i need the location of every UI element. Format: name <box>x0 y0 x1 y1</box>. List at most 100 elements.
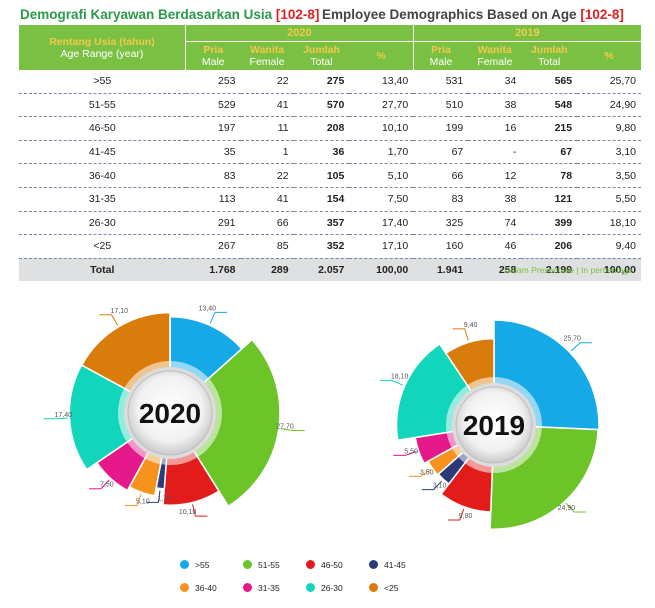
value-cell: 154 <box>293 187 350 212</box>
value-cell: 85 <box>240 234 294 259</box>
table-row: 46-50 197 11 208 10,10 199 16 215 9,80 <box>19 116 641 141</box>
value-cell: 67 <box>413 140 469 165</box>
data-label: 9,40 <box>464 322 478 329</box>
leader-line <box>447 508 465 521</box>
value-cell: 2.057 <box>293 258 350 282</box>
value-cell: 399 <box>521 211 578 236</box>
col-header-id: Jumlah <box>303 44 340 56</box>
age-range-cell: Total <box>19 258 186 282</box>
value-cell: 357 <box>293 211 350 236</box>
value-cell: 258 <box>468 258 522 282</box>
value-cell: 206 <box>521 234 578 259</box>
legend-label: 36-40 <box>195 583 217 593</box>
value-cell: 83 <box>185 163 241 188</box>
leader-line <box>209 311 228 324</box>
value-cell: 5,50 <box>577 187 641 212</box>
col-header-2020-1: Wanita Female <box>240 41 294 70</box>
age-range-cell: 26-30 <box>19 211 186 236</box>
value-cell: 25,70 <box>577 70 641 94</box>
data-label: 3,50 <box>420 469 434 476</box>
leader-line <box>452 328 469 341</box>
age-range-cell: 36-40 <box>19 163 186 188</box>
legend-swatch <box>369 583 378 592</box>
col-header-2019-0: Pria Male <box>413 41 469 70</box>
year-header-2019: 2019 <box>413 25 641 42</box>
data-label: 5,50 <box>404 448 418 455</box>
table-row: 41-45 35 1 36 1,70 67-67 3,10 <box>19 140 641 165</box>
age-range-header: Rentang Usia (tahun) Age Range (year) <box>19 25 186 70</box>
value-cell: 253 <box>185 70 241 94</box>
value-cell: 41 <box>240 187 294 212</box>
legend-item: 36-40 <box>180 583 217 593</box>
value-cell: 565 <box>521 70 578 94</box>
col-header-id: Pria <box>431 44 451 56</box>
value-cell: 78 <box>521 163 578 188</box>
legend-label: <25 <box>384 583 399 593</box>
data-label: 7,50 <box>100 482 114 489</box>
leader-line <box>43 417 68 420</box>
leader-line <box>89 479 110 490</box>
data-label: 1,70 <box>157 495 171 502</box>
legend-item: <25 <box>369 583 398 593</box>
value-cell: 215 <box>521 116 578 141</box>
col-header-2020-0: Pria Male <box>185 41 241 70</box>
legend-item: 51-55 <box>243 560 280 570</box>
title-indonesian: Demografi Karyawan Berdasarkan Usia [102… <box>20 7 319 22</box>
leader-line <box>379 379 404 386</box>
value-cell: 267 <box>185 234 241 259</box>
value-cell: 38 <box>468 93 522 118</box>
legend-item: >55 <box>180 560 209 570</box>
donut-chart-2020: 13,40 27,70 10,10 1,70 5,10 7,50 17,40 17,10 202… <box>43 305 305 517</box>
year-header-2020: 2020 <box>185 25 414 42</box>
value-cell: 1 <box>240 140 294 165</box>
value-cell: 529 <box>185 93 241 118</box>
col-header-2019-2: Jumlah Total <box>521 41 578 70</box>
legend-label: 41-45 <box>384 560 406 570</box>
value-cell: 121 <box>521 187 578 212</box>
age-range-cell: 51-55 <box>19 93 186 118</box>
value-cell: 41 <box>240 93 294 118</box>
value-cell: 289 <box>240 258 294 282</box>
percentage-note: Dalam Presentase | In percentage <box>504 265 633 275</box>
leader-line <box>408 469 432 477</box>
col-header-2020-3: % <box>349 41 414 70</box>
col-header-en: Total <box>310 56 333 68</box>
leader-line <box>565 502 587 513</box>
value-cell: 67 <box>521 140 578 165</box>
data-label: 17,10 <box>110 308 128 315</box>
value-cell: 352 <box>293 234 350 259</box>
value-cell: 510 <box>413 93 469 118</box>
leader-line <box>146 490 161 503</box>
col-header-2019-1: Wanita Female <box>468 41 522 70</box>
age-range-cell: 31-35 <box>19 187 186 212</box>
legend-swatch <box>243 560 252 569</box>
title-en-text: Employee Demographics Based on Age <box>322 7 577 22</box>
value-cell: 531 <box>413 70 469 94</box>
col-header-en: Male <box>429 56 453 68</box>
data-label: 27,70 <box>276 423 294 430</box>
age-range-cell: 46-50 <box>19 116 186 141</box>
demographics-table: Rentang Usia (tahun) Age Range (year) 20… <box>19 25 641 282</box>
table-row: >55 253 22 275 13,40 531 34 565 25,70 <box>19 70 641 94</box>
value-cell: 1,70 <box>349 140 414 165</box>
age-range-cell: <25 <box>19 234 186 259</box>
age-range-header-id: Rentang Usia (tahun) <box>49 35 155 48</box>
value-cell: 291 <box>185 211 241 236</box>
leader-line <box>192 504 208 517</box>
data-label: 5,10 <box>136 499 150 506</box>
value-cell: 9,80 <box>577 116 641 141</box>
hub-circle <box>455 386 533 464</box>
leader-line <box>393 451 417 456</box>
value-cell: 197 <box>185 116 241 141</box>
title-en-code: [102-8] <box>580 7 624 22</box>
value-cell: 35 <box>185 140 241 165</box>
value-cell: 83 <box>413 187 469 212</box>
data-label: 17,40 <box>54 412 72 419</box>
table-row: 51-55 529 41 570 27,70 510 38 548 24,90 <box>19 93 641 118</box>
value-cell: 9,40 <box>577 234 641 259</box>
data-label: 13,40 <box>199 305 217 312</box>
col-header-id: Pria <box>203 44 224 56</box>
value-cell: 36 <box>293 140 350 165</box>
table-row: <25 267 85 352 17,10 160 46 206 9,40 <box>19 234 641 259</box>
donut-charts: 13,40 27,70 10,10 1,70 5,10 7,50 17,40 17,10 202… <box>43 305 600 530</box>
